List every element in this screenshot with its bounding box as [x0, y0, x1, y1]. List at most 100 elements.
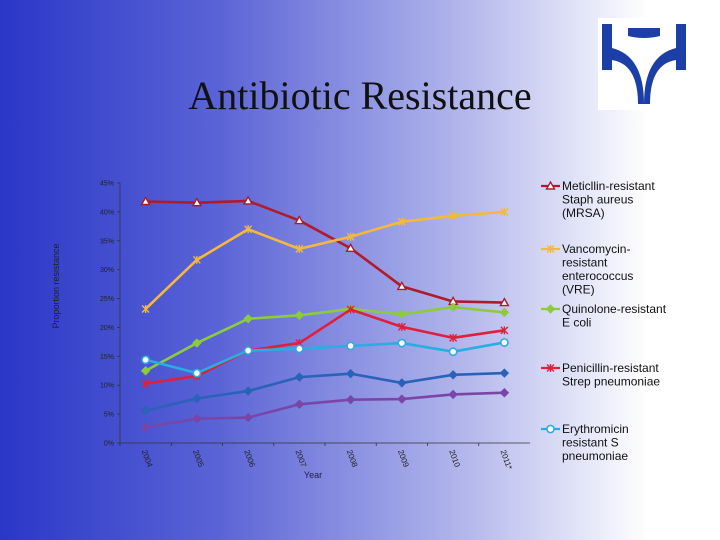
data-point: [345, 394, 356, 405]
data-point: [397, 217, 406, 226]
data-point: [192, 338, 202, 348]
legend-label: Vancomycin-resistant enterococcus (VRE): [562, 242, 633, 297]
data-point: [294, 310, 305, 321]
data-point: [192, 255, 201, 264]
data-point: [448, 347, 458, 357]
legend-label: Meticllin-resistant Staph aureus (MRSA): [562, 179, 655, 220]
data-point: [140, 366, 151, 376]
data-point: [346, 305, 355, 314]
x-tick-label: 2010: [447, 449, 462, 469]
data-point: [448, 389, 458, 400]
data-point: [294, 215, 305, 225]
data-point: [448, 302, 458, 312]
series-4: [141, 305, 509, 388]
data-point: [243, 412, 253, 423]
legend-item: Penicillin-resistant Strep pneumoniae: [541, 361, 660, 389]
data-point: [499, 297, 510, 307]
legend-label: Penicillin-resistant Strep pneumoniae: [562, 361, 660, 389]
data-point: [346, 341, 356, 351]
series-3: [140, 302, 510, 376]
data-point: [140, 405, 151, 416]
series-7: [140, 388, 510, 433]
series-line: [145, 371, 505, 412]
series-6: [140, 368, 510, 416]
y-tick-label: 5%: [104, 412, 114, 419]
data-point: [345, 368, 356, 379]
series-line: [145, 305, 505, 372]
chart-legend: Meticllin-resistant Staph aureus (MRSA) Van…: [541, 179, 667, 463]
legend-marker: [545, 180, 556, 190]
x-tick-label: 2005: [191, 449, 206, 469]
data-point: [397, 394, 407, 404]
data-point: [243, 346, 253, 355]
y-tick-label: 30%: [100, 267, 114, 274]
data-point: [140, 422, 151, 433]
y-tick-label: 45%: [100, 181, 114, 188]
data-point: [397, 338, 407, 348]
series-line: [145, 199, 505, 304]
legend-marker: [546, 245, 555, 253]
x-tick-label: 2008: [345, 449, 360, 469]
data-point: [244, 225, 253, 234]
data-point: [140, 196, 151, 206]
data-point: [397, 322, 406, 331]
series-5: [141, 338, 509, 378]
data-point: [243, 314, 253, 324]
data-point: [295, 244, 304, 253]
chart-axes: 0% 5% 10% 15% 20% 25% 30% 35% 40% 45% 2004 2005 2006…: [100, 181, 530, 471]
data-point: [499, 338, 509, 347]
y-axis-title: Proportion resistance: [51, 243, 61, 328]
data-point: [499, 368, 510, 378]
legend-marker: [546, 424, 555, 434]
x-tick-label: 2009: [396, 449, 411, 469]
data-point: [243, 386, 253, 396]
data-point: [242, 195, 254, 205]
series-2: [141, 207, 509, 313]
legend-item: Meticllin-resistant Staph aureus (MRSA): [541, 179, 655, 220]
data-point: [294, 372, 305, 382]
legend-label: Quinolone-resistant E coli: [562, 302, 667, 330]
chart-series: [140, 195, 510, 433]
data-point: [500, 207, 509, 216]
legend-item: Vancomycin-resistant enterococcus (VRE): [541, 242, 633, 297]
data-point: [397, 309, 407, 319]
x-axis-title: Year: [304, 470, 322, 480]
org-logo-icon: [598, 18, 690, 110]
series-line: [144, 210, 505, 310]
data-point: [345, 242, 356, 252]
data-point: [397, 378, 407, 388]
x-tick-label: 2004: [140, 449, 155, 469]
data-point: [192, 414, 202, 424]
y-tick-label: 40%: [100, 209, 114, 216]
data-point: [449, 211, 458, 220]
data-point: [141, 379, 150, 388]
y-tick-label: 10%: [100, 383, 114, 390]
data-point: [346, 232, 355, 241]
data-point: [141, 355, 151, 365]
data-point: [499, 307, 510, 318]
data-point: [141, 304, 150, 313]
y-tick-label: 35%: [100, 238, 114, 245]
y-tick-label: 15%: [100, 354, 114, 361]
x-tick-label: 2011*: [498, 449, 513, 471]
x-tick-label: 2006: [242, 449, 257, 469]
data-point: [191, 197, 203, 207]
y-tick-label: 25%: [100, 296, 114, 303]
legend-marker: [546, 364, 555, 372]
series-line: [145, 341, 505, 375]
slide-title: Antibiotic Resistance: [188, 73, 532, 118]
data-point: [192, 393, 202, 404]
data-point: [294, 344, 304, 354]
data-point: [500, 326, 509, 335]
series-line: [145, 308, 505, 385]
legend-marker: [545, 304, 556, 314]
series-line: [145, 391, 505, 429]
data-point: [396, 281, 408, 291]
data-point: [499, 388, 510, 398]
x-tick-label: 2007: [293, 449, 308, 469]
y-tick-label: 0%: [104, 441, 114, 448]
y-tick-label: 20%: [100, 325, 114, 332]
